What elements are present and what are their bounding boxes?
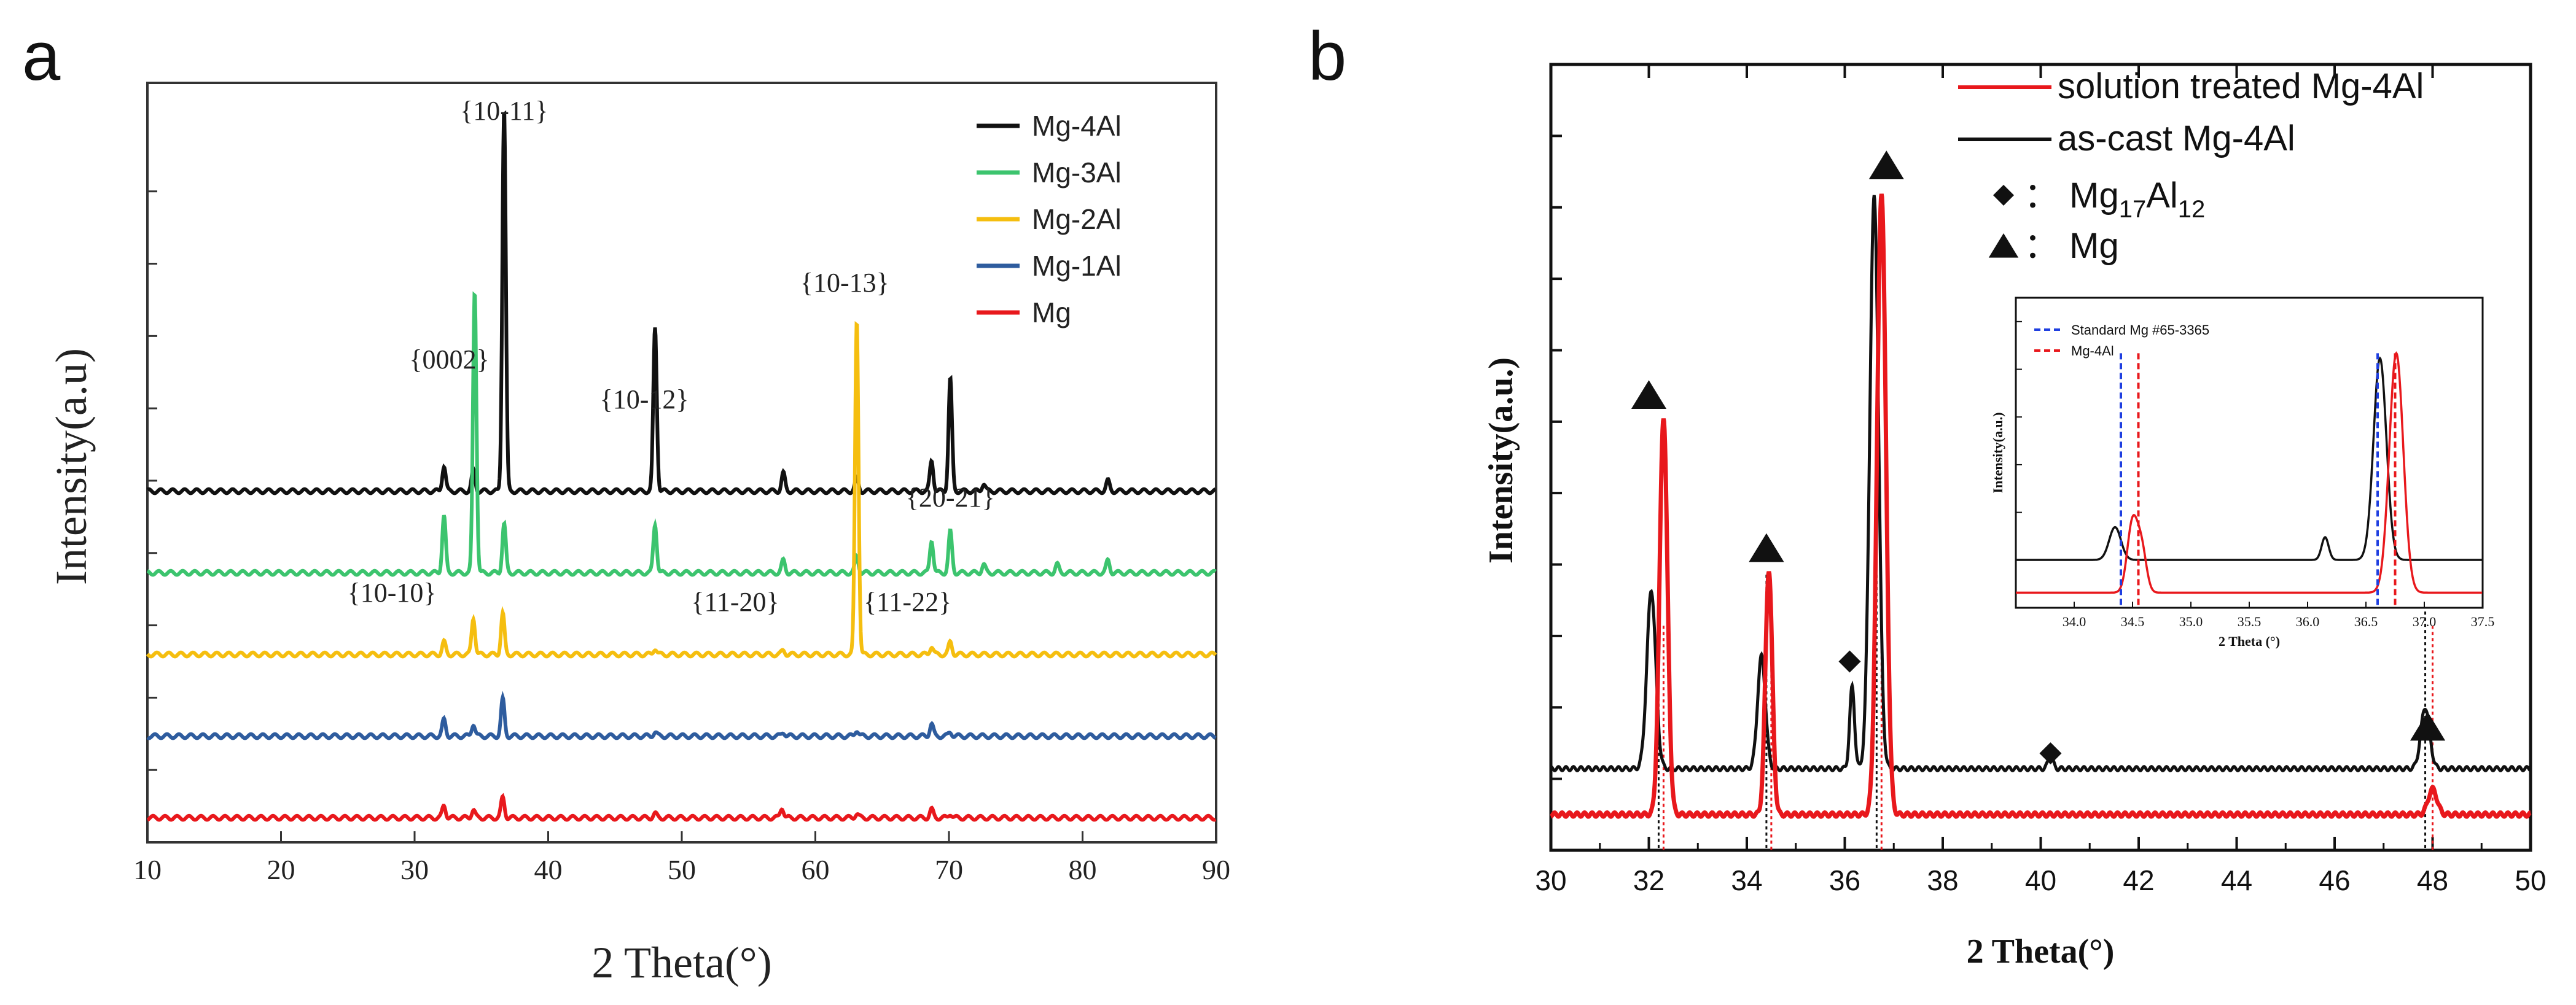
legend-separator: ：	[2024, 176, 2069, 215]
inset-y-axis-title: Intensity(a.u.)	[1990, 412, 2005, 493]
x-tick-label: 44	[2221, 864, 2252, 896]
panel-a-annotations: {10-11} {0002} {10-12} {10-13} {20-21} {10-10…	[348, 96, 995, 617]
x-tick-label: 10	[133, 854, 162, 885]
panel-b-ticks: 30 32 34 36 38 40 42 44 46 48 50	[1535, 64, 2547, 896]
inset-frame	[2015, 297, 2484, 609]
mg17al12-diamond-marker	[1993, 185, 2014, 206]
legend-label: Mg-1Al	[1032, 250, 1122, 282]
legend-label: Mg-2Al	[1032, 203, 1122, 235]
series-line-as-cast	[1550, 195, 2531, 772]
legend-label-mg17al12: ： Mg17Al12	[2024, 176, 2205, 223]
x-tick-label: 50	[2515, 864, 2546, 896]
legend-label: solution treated Mg-4Al	[2058, 66, 2424, 106]
mg-peak-triangle-marker	[1868, 150, 1904, 180]
x-tick-label: 30	[1535, 864, 1566, 896]
inset-line-as-cast	[2016, 356, 2483, 561]
x-tick-label: 48	[2417, 864, 2448, 896]
legend-label-mg: ： Mg	[2024, 226, 2119, 266]
inset-x-tick-label: 36.5	[2354, 614, 2378, 629]
inset-legend-label: Standard Mg #65-3365	[2071, 322, 2209, 338]
x-tick-label: 42	[2123, 864, 2154, 896]
panel-a-series	[146, 110, 1217, 822]
x-tick-label: 40	[534, 854, 563, 885]
x-tick-label: 80	[1069, 854, 1097, 885]
inset-legend-label: Mg-4Al	[2071, 343, 2114, 359]
x-tick-label: 32	[1633, 864, 1665, 896]
x-tick-label: 30	[400, 854, 429, 885]
inset-x-tick-label: 37.0	[2413, 614, 2437, 629]
peak-annotation: {10-11}	[460, 96, 548, 126]
panel-b-x-axis-title: 2 Theta(°)	[1967, 933, 2115, 971]
series-line-mg-3al	[146, 291, 1217, 577]
x-tick-label: 46	[2319, 864, 2350, 896]
x-tick-label: 38	[1927, 864, 1958, 896]
x-tick-label: 60	[802, 854, 830, 885]
mg17al12-diamond-marker	[2039, 742, 2062, 765]
peak-annotation: {11-22}	[864, 587, 951, 617]
x-tick-label: 34	[1731, 864, 1762, 896]
legend-label: as-cast Mg-4Al	[2058, 118, 2295, 158]
series-line-mg	[147, 793, 1217, 822]
panel-a-x-axis-title: 2 Theta(°)	[591, 938, 771, 987]
inset-x-tick-label: 36.0	[2296, 614, 2320, 629]
panel-a-ticks: 10 20 30 40 50 60 70 80 90	[133, 190, 1230, 885]
inset-x-axis-title: 2 Theta (°)	[2219, 634, 2280, 649]
x-tick-label: 50	[668, 854, 696, 885]
panel-b-inset: 34.0 34.5 35.0 35.5 36.0 36.5 37.0 37.5 Standard…	[1990, 297, 2495, 649]
peak-annotation: {20-21}	[906, 483, 995, 513]
panel-b-letter: b	[1308, 18, 1346, 95]
x-tick-label: 36	[1829, 864, 1860, 896]
series-line-mg-4al	[146, 110, 1217, 495]
panel-b-chart: 30 32 34 36 38 40 42 44 46 48 50 solution treated …	[1482, 63, 2547, 971]
mg-peak-triangle-marker	[1988, 233, 2019, 258]
legend-text: Al	[2146, 176, 2178, 215]
panel-b-y-axis-title: Intensity(a.u.)	[1482, 357, 1520, 564]
peak-annotation: {10-10}	[348, 578, 437, 608]
legend-separator: ：	[2024, 226, 2069, 266]
mg-peak-triangle-marker	[1749, 533, 1784, 562]
panel-a-frame	[146, 82, 1217, 844]
legend-label: Mg-4Al	[1032, 110, 1122, 142]
panel-b-legend: solution treated Mg-4Al as-cast Mg-4Al ： M…	[1958, 66, 2424, 266]
peak-annotation: {10-12}	[600, 384, 689, 414]
legend-label: Mg-3Al	[1032, 157, 1122, 188]
panel-b-markers	[1631, 150, 2446, 765]
panel-a-letter: a	[22, 18, 61, 95]
inset-x-tick-label: 37.5	[2471, 614, 2495, 629]
inset-x-tick-label: 35.5	[2238, 614, 2262, 629]
mg-peak-triangle-marker	[1631, 380, 1667, 409]
peak-annotation: {0002}	[409, 344, 489, 374]
peak-annotation: {10-13}	[800, 268, 889, 298]
inset-line-solution-treated	[2016, 351, 2483, 594]
inset-x-tick-label: 34.0	[2063, 614, 2086, 629]
panel-a-chart: 10 20 30 40 50 60 70 80 90 {10-11}{0002}{10-12}{…	[47, 82, 1230, 987]
series-line-solution-treated	[1550, 193, 2532, 819]
x-tick-label: 90	[1202, 854, 1230, 885]
mg17al12-diamond-marker	[1838, 650, 1861, 673]
legend-subscript: 17	[2119, 196, 2147, 223]
x-tick-label: 20	[267, 854, 295, 885]
legend-text: Mg	[2069, 226, 2119, 266]
x-tick-label: 40	[2025, 864, 2056, 896]
legend-subscript: 12	[2178, 196, 2206, 223]
peak-annotation: {11-20}	[691, 587, 779, 617]
legend-label: Mg	[1032, 297, 1071, 328]
panel-a-y-axis-title: Intensity(a.u)	[47, 348, 96, 585]
panel-a-legend: Mg-4Al Mg-3Al Mg-2Al Mg-1Al Mg	[977, 110, 1122, 328]
x-tick-label: 70	[935, 854, 963, 885]
inset-x-tick-label: 34.5	[2121, 614, 2145, 629]
series-line-mg-1al	[146, 691, 1217, 740]
panel-b-series	[1550, 193, 2532, 819]
legend-text: Mg	[2069, 176, 2119, 215]
mg-peak-triangle-marker	[2410, 712, 2446, 741]
series-line-mg-2al	[146, 320, 1217, 659]
inset-x-tick-label: 35.0	[2179, 614, 2203, 629]
